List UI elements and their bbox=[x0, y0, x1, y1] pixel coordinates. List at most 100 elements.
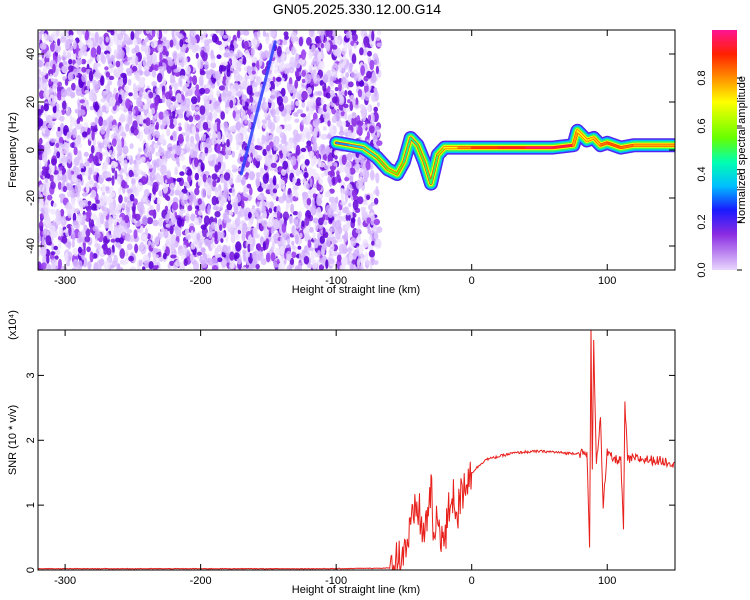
noise-speckle-dot bbox=[158, 232, 164, 239]
noise-speckle-dot bbox=[291, 244, 296, 250]
noise-speckle-dot bbox=[335, 205, 340, 214]
noise-speckle-dot bbox=[140, 44, 145, 52]
noise-speckle-dot bbox=[86, 246, 91, 253]
noise-speckle-dot bbox=[334, 87, 339, 92]
noise-speckle-dot bbox=[131, 178, 136, 186]
noise-speckle-dot bbox=[87, 200, 92, 206]
noise-speckle-dot bbox=[191, 102, 196, 112]
noise-speckle-dot bbox=[368, 249, 375, 258]
noise-speckle-dot bbox=[233, 105, 237, 111]
noise-speckle-dot bbox=[108, 149, 113, 154]
colorbar-tick-label: 0.2 bbox=[696, 214, 708, 229]
noise-speckle-dot bbox=[175, 109, 182, 114]
noise-speckle-dot bbox=[310, 250, 317, 258]
noise-speckle-dot bbox=[205, 137, 212, 149]
noise-speckle-dot bbox=[355, 228, 362, 234]
noise-speckle-dot bbox=[345, 31, 351, 39]
noise-speckle-dot bbox=[235, 234, 240, 241]
noise-speckle-dot bbox=[269, 80, 275, 92]
noise-speckle-dot bbox=[241, 99, 246, 107]
noise-speckle-dot bbox=[154, 114, 158, 120]
noise-speckle-dot bbox=[255, 213, 260, 220]
spectral-ridge bbox=[329, 123, 675, 191]
noise-speckle-dot bbox=[276, 96, 283, 106]
noise-speckle-dot bbox=[104, 137, 110, 148]
ridge-core bbox=[576, 129, 588, 142]
noise-speckle-dot bbox=[347, 90, 352, 96]
noise-speckle-dot bbox=[148, 91, 154, 99]
noise-speckle-dot bbox=[151, 30, 156, 38]
noise-speckle-dot bbox=[278, 196, 285, 204]
noise-speckle-dot bbox=[185, 212, 191, 224]
noise-speckle-dot bbox=[251, 70, 256, 75]
noise-speckle-dot bbox=[71, 231, 76, 242]
noise-speckle-dot bbox=[50, 77, 56, 82]
noise-speckle-dot bbox=[242, 251, 247, 262]
noise-speckle-dot bbox=[157, 44, 164, 53]
noise-speckle-dot bbox=[150, 107, 156, 115]
noise-speckle-dot bbox=[38, 68, 41, 76]
noise-speckle-dot bbox=[117, 32, 124, 41]
noise-speckle-dot bbox=[272, 154, 278, 162]
noise-speckle-dot bbox=[66, 86, 72, 97]
noise-speckle-dot bbox=[242, 188, 246, 197]
noise-speckle-dot bbox=[214, 186, 219, 193]
noise-speckle-dot bbox=[68, 169, 72, 181]
x-tick-label: 0 bbox=[469, 575, 475, 587]
noise-speckle-dot bbox=[38, 184, 45, 193]
noise-speckle-dot bbox=[62, 51, 66, 57]
noise-speckle-dot bbox=[167, 59, 174, 67]
noise-speckle-dot bbox=[161, 94, 166, 103]
noise-speckle-dot bbox=[75, 88, 82, 96]
noise-speckle-dot bbox=[135, 56, 139, 66]
noise-speckle-dot bbox=[145, 30, 151, 34]
noise-speckle-dot bbox=[124, 214, 130, 224]
noise-speckle-dot bbox=[371, 240, 375, 246]
noise-speckle-dot bbox=[128, 92, 133, 97]
noise-speckle-dot bbox=[217, 161, 222, 170]
noise-speckle-dot bbox=[285, 104, 292, 112]
noise-speckle-dot bbox=[64, 78, 69, 86]
noise-speckle-dot bbox=[243, 197, 249, 202]
noise-speckle-dot bbox=[38, 104, 41, 109]
noise-speckle-dot bbox=[38, 31, 42, 41]
noise-speckle-dot bbox=[85, 181, 90, 188]
noise-speckle-dot bbox=[64, 252, 69, 263]
noise-speckle-dot bbox=[146, 97, 152, 104]
ridge-core bbox=[585, 137, 595, 142]
noise-speckle-dot bbox=[179, 57, 185, 68]
noise-speckle-dot bbox=[38, 60, 43, 68]
noise-speckle-dot bbox=[229, 133, 233, 143]
noise-speckle-dot bbox=[230, 64, 237, 69]
noise-speckle-dot bbox=[235, 92, 242, 97]
noise-speckle-dot bbox=[175, 156, 180, 165]
noise-speckle-dot bbox=[83, 151, 89, 157]
noise-speckle-dot bbox=[251, 37, 258, 49]
noise-speckle-dot bbox=[57, 175, 61, 182]
noise-speckle-dot bbox=[126, 45, 130, 56]
noise-speckle-dot bbox=[367, 50, 372, 57]
noise-speckle-dot bbox=[57, 38, 61, 46]
noise-speckle-dot bbox=[165, 150, 172, 159]
noise-speckle-dot bbox=[84, 32, 89, 41]
noise-speckle-dot bbox=[187, 175, 192, 183]
noise-speckle-dot bbox=[48, 115, 53, 122]
noise-speckle-dot bbox=[40, 30, 44, 35]
noise-speckle-dot bbox=[197, 198, 202, 206]
noise-speckle-dot bbox=[376, 102, 380, 107]
noise-speckle-dot bbox=[128, 255, 135, 262]
noise-speckle-dot bbox=[308, 107, 314, 116]
noise-speckle-dot bbox=[76, 264, 80, 270]
noise-speckle-dot bbox=[114, 170, 118, 180]
noise-speckle-dot bbox=[354, 163, 361, 170]
noise-speckle-dot bbox=[335, 228, 341, 240]
noise-speckle-dot bbox=[293, 112, 298, 117]
ridge-core bbox=[606, 141, 622, 149]
noise-speckle-dot bbox=[319, 143, 326, 155]
noise-speckle-dot bbox=[268, 216, 275, 227]
noise-speckle-dot bbox=[191, 125, 197, 136]
noise-speckle-dot bbox=[350, 217, 356, 224]
noise-speckle-dot bbox=[49, 73, 53, 80]
noise-speckle-dot bbox=[53, 245, 58, 251]
noise-speckle-dot bbox=[320, 134, 327, 140]
